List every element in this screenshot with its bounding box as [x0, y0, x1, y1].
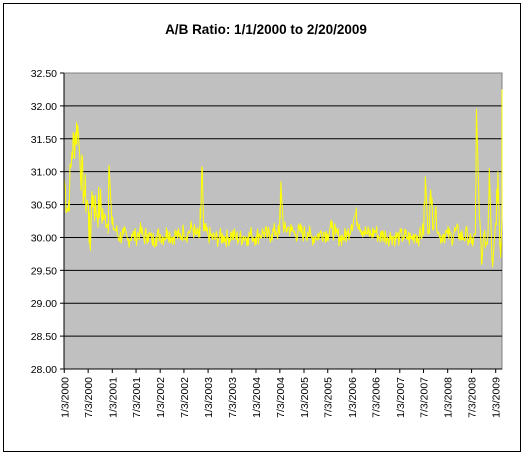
chart-frame: A/B Ratio: 1/1/2000 to 2/20/2009 28.00 28…	[3, 3, 521, 452]
y-tick-label: 28.00	[31, 364, 57, 376]
y-tick-label: 31.50	[31, 134, 57, 146]
x-tick-label: 7/3/2005	[323, 377, 335, 418]
y-tick-label: 29.50	[31, 265, 57, 277]
y-tick-label: 32.50	[31, 68, 57, 80]
y-tick-label: 30.50	[31, 200, 57, 212]
gridlines	[64, 105, 502, 337]
y-tick-label: 28.50	[31, 331, 57, 343]
x-tick-label: 7/3/2000	[83, 377, 95, 418]
line-chart: A/B Ratio: 1/1/2000 to 2/20/2009 28.0028…	[31, 22, 503, 418]
x-tick-label: 7/3/2004	[275, 377, 287, 418]
series-line-0	[63, 89, 503, 268]
x-tick-label: 1/3/2008	[443, 377, 455, 418]
x-tick-label: 1/3/2006	[347, 377, 359, 418]
x-tick-label: 7/3/2007	[419, 377, 431, 418]
chart-title: A/B Ratio: 1/1/2000 to 2/20/2009	[165, 22, 367, 37]
x-tick-label: 7/3/2001	[131, 377, 143, 418]
x-tick-label: 1/3/2000	[59, 377, 71, 418]
y-tick-label: 32.00	[31, 101, 57, 113]
x-tick-label: 1/3/2009	[491, 377, 503, 418]
x-tick-label: 1/3/2005	[299, 377, 311, 418]
x-tick-label: 1/3/2001	[107, 377, 119, 418]
x-tick-label: 1/3/2003	[203, 377, 215, 418]
x-tick-label: 7/3/2003	[227, 377, 239, 418]
y-axis: 28.00 28.50 29.00 29.50 30.00 30.50 31.00 31.50…	[31, 68, 65, 376]
x-axis: 1/3/2000 7/3/2000 1/3/2001 7/3/2001 1/3/2002…	[59, 368, 503, 418]
x-tick-label: 1/3/2002	[155, 377, 167, 418]
y-tick-label: 31.00	[31, 167, 57, 179]
x-tick-label: 1/3/2007	[395, 377, 407, 418]
y-tick-label: 30.00	[31, 232, 57, 244]
x-tick-label: 7/3/2002	[179, 377, 191, 418]
x-tick-label: 7/3/2006	[371, 377, 383, 418]
x-tick-label: 1/3/2004	[251, 377, 263, 418]
x-tick-label: 7/3/2008	[467, 377, 479, 418]
series-layer	[63, 89, 503, 268]
y-tick-label: 29.00	[31, 298, 57, 310]
